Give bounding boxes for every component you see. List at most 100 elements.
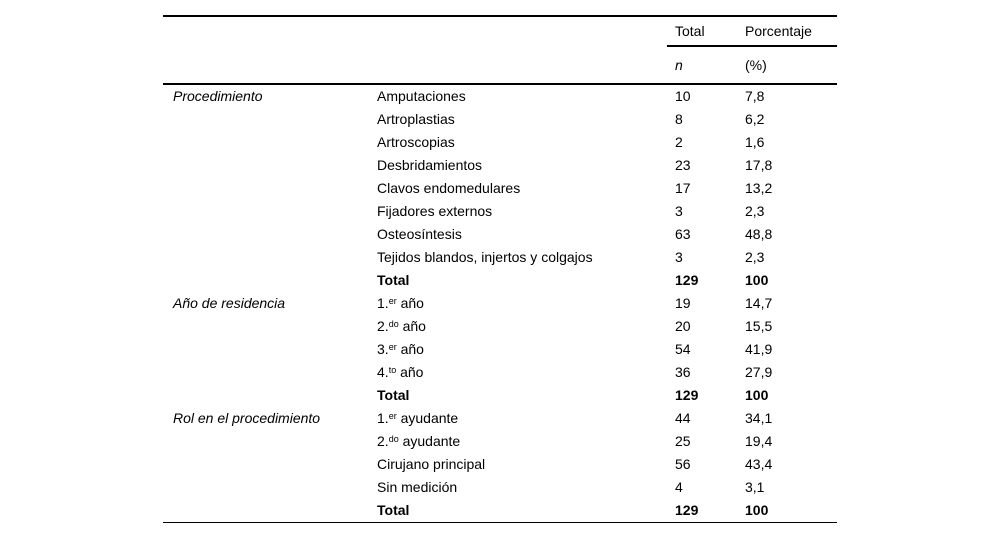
row-item: 1.er ayudante	[377, 407, 675, 430]
item-text: Sin medición	[377, 479, 458, 495]
item-text: Total	[377, 272, 410, 288]
row-item: Total	[377, 269, 675, 292]
section-label-spacer	[163, 108, 377, 131]
section-label-spacer	[163, 430, 377, 453]
header-porcentaje: Porcentaje	[745, 17, 837, 47]
item-text: 2.	[377, 318, 389, 334]
row-item: Artroplastias	[377, 108, 675, 131]
table-row: Artroplastias 8 6,2	[163, 108, 837, 131]
section-label: Año de residencia	[173, 295, 286, 311]
row-n: 10	[675, 88, 691, 104]
item-text: Total	[377, 387, 410, 403]
table-row: Tejidos blandos, injertos y colgajos 3 2…	[163, 246, 837, 269]
header-spacer	[377, 47, 675, 83]
ordinal-superscript: to	[388, 364, 397, 375]
section-label-spacer	[163, 338, 377, 361]
header-n: n	[675, 57, 683, 73]
row-item: Artroscopias	[377, 131, 675, 154]
row-n: 17	[675, 180, 691, 196]
row-item: Cirujano principal	[377, 453, 675, 476]
row-item: Total	[377, 384, 675, 407]
item-text: Artroplastias	[377, 111, 455, 127]
row-n: 19	[675, 295, 691, 311]
section-label-spacer	[163, 223, 377, 246]
row-item: Desbridamientos	[377, 154, 675, 177]
row-item: Tejidos blandos, injertos y colgajos	[377, 246, 675, 269]
row-n: 54	[675, 341, 691, 357]
item-text: año	[396, 364, 424, 380]
header-pct-unit: (%)	[745, 57, 767, 73]
ordinal-superscript: do	[388, 433, 399, 444]
row-pct: 7,8	[745, 88, 765, 104]
ordinal-superscript: do	[388, 318, 399, 329]
section-label: Procedimiento	[173, 88, 263, 104]
item-text: año	[396, 295, 424, 311]
section-label-spacer	[163, 453, 377, 476]
row-pct: 6,2	[745, 111, 765, 127]
section-label-spacer	[163, 499, 377, 522]
table-row: Cirujano principal 56 43,4	[163, 453, 837, 476]
table-row: 4.to año 36 27,9	[163, 361, 837, 384]
row-n: 129	[675, 502, 699, 518]
table-row: Artroscopias 2 1,6	[163, 131, 837, 154]
row-n: 129	[675, 272, 699, 288]
table-row: Año de residencia 1.er año 19 14,7	[163, 292, 837, 315]
section-label-spacer	[163, 269, 377, 292]
row-n: 44	[675, 410, 691, 426]
row-item: 4.to año	[377, 361, 675, 384]
row-item: Sin medición	[377, 476, 675, 499]
section-label-spacer	[163, 200, 377, 223]
section-label-spacer	[163, 177, 377, 200]
item-text: año	[396, 341, 424, 357]
item-text: Clavos endomedulares	[377, 180, 521, 196]
row-pct: 100	[745, 502, 769, 518]
table-row-total: Total 129 100	[163, 499, 837, 522]
row-pct: 2,3	[745, 249, 765, 265]
section-label-spacer	[163, 361, 377, 384]
table-header-group-row: Total Porcentaje	[163, 17, 837, 47]
header-total: Total	[667, 17, 745, 47]
row-pct: 43,4	[745, 456, 773, 472]
row-pct: 27,9	[745, 364, 773, 380]
item-text: Osteosíntesis	[377, 226, 462, 242]
section-label: Rol en el procedimiento	[173, 410, 321, 426]
row-pct: 17,8	[745, 157, 773, 173]
table-row: Rol en el procedimiento 1.er ayudante 44…	[163, 407, 837, 430]
row-item: Total	[377, 499, 675, 522]
row-n: 23	[675, 157, 691, 173]
table-header-unit-row: n (%)	[163, 47, 837, 85]
item-text: Artroscopias	[377, 134, 455, 150]
row-item: Osteosíntesis	[377, 223, 675, 246]
table-row: 3.er año 54 41,9	[163, 338, 837, 361]
row-n: 36	[675, 364, 691, 380]
section-label-spacer	[163, 131, 377, 154]
row-pct: 34,1	[745, 410, 773, 426]
section-label-spacer	[163, 476, 377, 499]
table-row-total: Total 129 100	[163, 269, 837, 292]
row-pct: 15,5	[745, 318, 773, 334]
row-pct: 1,6	[745, 134, 765, 150]
item-text: 1.	[377, 295, 389, 311]
table-row: 2.do ayudante 25 19,4	[163, 430, 837, 453]
table-row: Osteosíntesis 63 48,8	[163, 223, 837, 246]
row-n: 3	[675, 249, 683, 265]
row-item: Fijadores externos	[377, 200, 675, 223]
row-pct: 100	[745, 272, 769, 288]
row-pct: 2,3	[745, 203, 765, 219]
item-text: año	[398, 318, 426, 334]
ordinal-superscript: er	[388, 295, 397, 306]
row-item: Amputaciones	[377, 85, 675, 108]
table-row: Desbridamientos 23 17,8	[163, 154, 837, 177]
item-text: Amputaciones	[377, 88, 466, 104]
row-pct: 13,2	[745, 180, 773, 196]
item-text: Total	[377, 502, 410, 518]
row-pct: 3,1	[745, 479, 765, 495]
row-pct: 41,9	[745, 341, 773, 357]
section-label-spacer	[163, 384, 377, 407]
table-row: Sin medición 4 3,1	[163, 476, 837, 499]
row-item: 1.er año	[377, 292, 675, 315]
section-label-spacer	[163, 315, 377, 338]
row-pct: 100	[745, 387, 769, 403]
item-text: 4.	[377, 364, 389, 380]
